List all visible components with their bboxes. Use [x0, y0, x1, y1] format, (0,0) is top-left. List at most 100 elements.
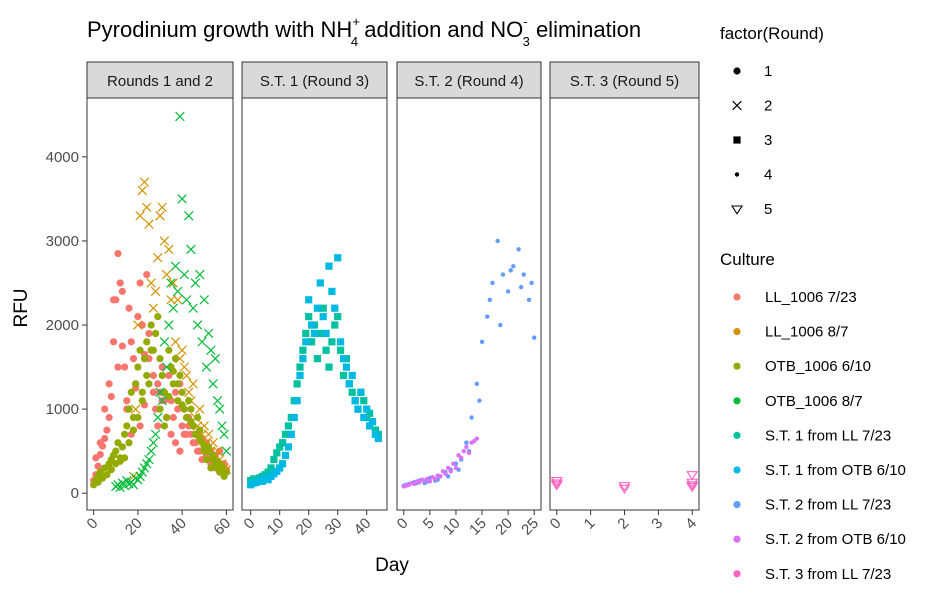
data-point: [194, 413, 202, 422]
data-point: [351, 397, 359, 405]
data-point: [451, 461, 456, 466]
data-point: [165, 346, 173, 354]
y-axis-title: RFU: [11, 288, 32, 327]
data-point: [290, 413, 298, 422]
facet-panel: Rounds 1 and 2 0 1000 2000 3000 4000 0 20 40 60: [46, 61, 234, 539]
data-point: [145, 329, 153, 338]
color-legend-label: S.T. 1 from LL 7/23: [765, 427, 891, 444]
data-point: [305, 313, 313, 321]
data-point: [505, 289, 511, 294]
data-point: [196, 434, 204, 443]
data-point: [414, 479, 420, 484]
data-point: [164, 244, 174, 255]
data-point: [188, 303, 198, 313]
data-point: [366, 422, 374, 430]
color-legend-label: OTB_1006 6/10: [765, 358, 871, 375]
data-point: [518, 284, 524, 290]
data-point: [526, 297, 532, 302]
shape-legend-title: factor(Round): [720, 24, 824, 43]
color-legend-label: S.T. 1 from OTB 6/10: [765, 462, 906, 479]
data-point: [213, 457, 222, 465]
data-point: [142, 202, 152, 213]
x-tick-label: 20: [293, 515, 317, 539]
data-point: [179, 269, 190, 280]
data-point: [206, 345, 216, 355]
data-point: [136, 346, 144, 354]
color-legend-key: [733, 397, 741, 405]
data-point: [171, 355, 180, 363]
data-point: [302, 338, 310, 346]
data-point: [293, 380, 301, 388]
data-point: [308, 338, 316, 346]
title-no-sub: 3: [523, 34, 530, 49]
data-point: [129, 426, 138, 434]
data-point: [221, 446, 232, 456]
color-legend-key: [733, 501, 741, 509]
y-tick-label: 3000: [46, 233, 79, 250]
data-point: [284, 422, 292, 430]
data-point: [495, 238, 500, 244]
data-point: [474, 381, 480, 387]
shape-legend-key: [732, 100, 742, 111]
facet-panel: S.T. 2 (Round 4) 0 5 10 15 20 25: [394, 61, 542, 539]
color-legend-label: LL_1006 7/23: [765, 289, 857, 306]
data-point: [374, 434, 382, 443]
data-point: [158, 371, 166, 380]
data-point: [92, 454, 100, 462]
x-tick-label: 2: [614, 515, 632, 533]
data-point: [456, 453, 461, 458]
data-point: [325, 262, 333, 270]
x-tick-label: 0: [547, 515, 565, 533]
panel-frame: [396, 97, 542, 511]
data-point: [166, 278, 176, 288]
data-point: [498, 322, 503, 328]
color-legend-key: [733, 466, 741, 474]
shape-legend-key: [730, 205, 744, 215]
data-point: [203, 429, 214, 440]
x-tick-label: 1: [581, 515, 599, 533]
data-point: [366, 409, 374, 417]
data-point: [345, 380, 353, 388]
data-point: [109, 338, 118, 346]
data-point: [222, 468, 230, 476]
panel-points: [550, 471, 699, 494]
data-point: [105, 413, 113, 422]
chart-title: Pyrodinium growth with NH+ 4 addition and…: [87, 14, 641, 49]
data-point: [325, 363, 333, 371]
data-point: [440, 469, 446, 474]
data-point: [138, 397, 146, 405]
shape-legend-label: 2: [764, 98, 772, 115]
data-point: [178, 422, 186, 430]
y-tick-label: 2000: [46, 317, 79, 334]
color-legend-label: S.T. 2 from LL 7/23: [765, 497, 891, 514]
data-point: [464, 440, 469, 445]
data-point: [337, 338, 345, 346]
data-point: [212, 395, 223, 406]
data-point: [147, 346, 155, 354]
data-point: [170, 261, 181, 271]
data-point: [161, 362, 172, 372]
data-point: [154, 313, 162, 321]
data-point: [453, 465, 459, 471]
data-point: [273, 449, 281, 457]
data-point: [164, 320, 174, 330]
data-point: [125, 304, 133, 312]
data-point: [448, 469, 453, 474]
color-legend-key: [733, 535, 741, 543]
data-point: [371, 430, 379, 438]
facet-panel: S.T. 3 (Round 5) 0 1 2 3 4: [547, 61, 700, 533]
data-point: [529, 280, 534, 286]
data-point: [322, 346, 330, 354]
data-point: [190, 278, 201, 288]
data-point: [188, 379, 198, 389]
data-point: [516, 247, 521, 252]
color-legend-label: LL_1006 8/7: [765, 324, 848, 341]
facet-strip: [549, 61, 700, 99]
facet-strip-label: S.T. 1 (Round 3): [260, 73, 369, 90]
data-point: [121, 363, 129, 371]
data-point: [177, 194, 187, 204]
x-axis-title: Day: [375, 555, 409, 576]
data-point: [430, 475, 435, 480]
data-point: [133, 320, 143, 330]
data-point: [279, 439, 287, 447]
